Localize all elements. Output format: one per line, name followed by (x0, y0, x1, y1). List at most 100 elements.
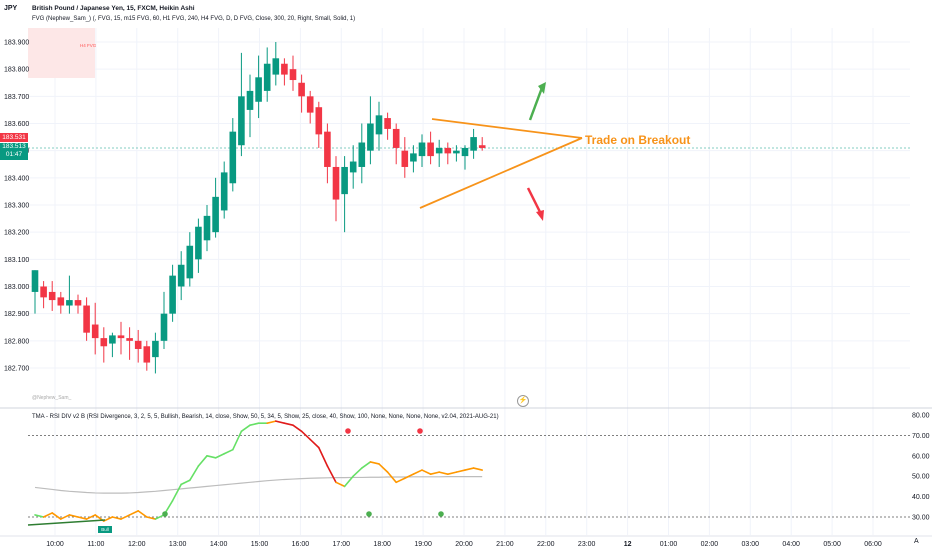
time-tick-label: 02:00 (701, 541, 719, 548)
price-tick-label: 183.200 (4, 230, 29, 237)
rsi-segment (34, 514, 45, 518)
rsi-segment (438, 471, 449, 475)
candle-body (367, 123, 374, 151)
candle-body (66, 300, 73, 306)
auto-scale-button[interactable]: A (914, 538, 919, 545)
rsi-segment (472, 467, 484, 471)
time-tick-label: 06:00 (864, 541, 882, 548)
rsi-segment (154, 514, 165, 520)
time-tick-label: 05:00 (823, 541, 841, 548)
candle-body (160, 313, 168, 341)
rsi-segment (189, 465, 200, 482)
candle-body (203, 215, 211, 241)
rsi-segment (240, 424, 251, 433)
divergence-marker (345, 428, 351, 434)
candle-body (126, 338, 133, 341)
rsi-segment (395, 477, 406, 484)
candle-body (31, 270, 39, 292)
candle-body (453, 150, 460, 154)
time-tick-label: 21:00 (496, 541, 514, 548)
rsi-segment (59, 514, 71, 520)
candle-body (169, 275, 176, 314)
rsi-indicator-legend[interactable]: TMA - RSI DIV v2 B (RSI Divergence, 3, 2… (32, 414, 499, 420)
time-tick-label: 12:00 (128, 541, 146, 548)
candle-body (332, 166, 340, 200)
candle-body (40, 286, 47, 298)
candle-body (238, 96, 245, 146)
rsi-segment (292, 424, 303, 433)
candle-body (298, 82, 305, 97)
fvg-zone (28, 28, 95, 78)
rsi-segment (369, 461, 380, 465)
time-tick-label: 22:00 (537, 541, 555, 548)
rsi-segment (232, 430, 243, 451)
rsi-segment (128, 510, 139, 516)
candle-body (435, 147, 443, 154)
rsi-segment (103, 516, 114, 522)
price-tick-label: 183.800 (4, 67, 29, 74)
rsi-segment (360, 461, 372, 469)
candle-body (74, 300, 82, 306)
candle-body (349, 161, 357, 173)
rsi-segment (403, 473, 415, 480)
rsi-segment (455, 469, 466, 473)
rsi-segment (274, 420, 286, 424)
rsi-segment (412, 469, 423, 475)
rsi-segment (386, 471, 398, 484)
grid (0, 28, 932, 537)
price-tick-label: 182.700 (4, 366, 29, 373)
breakout-annotation[interactable]: Trade on Breakout (585, 133, 691, 147)
candle-body (186, 245, 194, 279)
current-price-badge: 183.531 (0, 133, 28, 142)
candle-body (57, 297, 65, 306)
chart-title[interactable]: British Pound / Japanese Yen, 15, FXCM, … (32, 5, 195, 12)
price-tick-label: 183.900 (4, 40, 29, 47)
time-tick-label: 10:00 (46, 541, 64, 548)
candle-body (427, 142, 434, 157)
rsi-segment (214, 452, 225, 459)
fvg-box-label: H4 FVG (80, 43, 97, 48)
rsi-segment (146, 516, 157, 520)
candle-body (306, 96, 314, 113)
candle-body (272, 58, 280, 75)
down-arrow-head (536, 210, 544, 221)
candle-body (177, 264, 185, 287)
triangle-lower-line (419, 137, 583, 209)
candle-body (263, 63, 271, 91)
fvg-indicator-legend[interactable]: FVG (Nephew_Sam_) (, FVG, 15, m15 FVG, 6… (32, 16, 356, 22)
last-price-value: 183.513 (2, 143, 26, 150)
watermark: @Nephew_Sam_ (32, 395, 72, 401)
last-price-badge: 183.513 01:47 (0, 143, 28, 160)
rsi-segment (77, 516, 88, 520)
candle-body (246, 90, 254, 110)
candle-body (478, 145, 486, 148)
rsi-segment (85, 514, 96, 520)
bar-countdown: 01:47 (5, 151, 23, 158)
rsi-segment (171, 483, 182, 502)
rsi-tick-label: 40.00 (912, 494, 930, 501)
rsi-segment (68, 514, 79, 518)
time-tick-label: 11:00 (87, 541, 104, 548)
rsi-segment (446, 471, 458, 475)
divergence-marker (366, 511, 372, 517)
alert-icon[interactable]: ⚡ (517, 395, 529, 407)
rsi-segment (283, 422, 294, 427)
rsi-segment (249, 422, 260, 427)
candle-body (470, 137, 477, 151)
price-tick-label: 183.600 (4, 121, 29, 128)
candle-body (212, 196, 219, 233)
price-tick-label: 183.000 (4, 284, 29, 291)
candle-body (375, 115, 383, 135)
candle-body (358, 142, 366, 167)
rsi-segment (42, 512, 54, 518)
rsi-segment (421, 469, 432, 475)
triangle-upper-line (431, 118, 583, 139)
candle-body (48, 291, 56, 301)
rsi-tick-label: 70.00 (912, 433, 930, 440)
candle-body (392, 128, 400, 148)
candle-body (324, 131, 331, 167)
time-tick-label: 18:00 (373, 541, 391, 548)
candle-body (289, 69, 297, 81)
rsi-segment (464, 467, 475, 471)
